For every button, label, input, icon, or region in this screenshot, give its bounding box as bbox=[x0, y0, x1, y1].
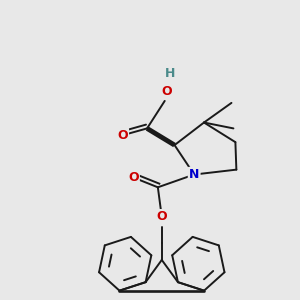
Text: N: N bbox=[189, 168, 200, 181]
Text: O: O bbox=[161, 85, 172, 98]
Text: H: H bbox=[164, 67, 175, 80]
Text: O: O bbox=[128, 171, 139, 184]
Text: O: O bbox=[157, 210, 167, 223]
Text: O: O bbox=[117, 129, 128, 142]
